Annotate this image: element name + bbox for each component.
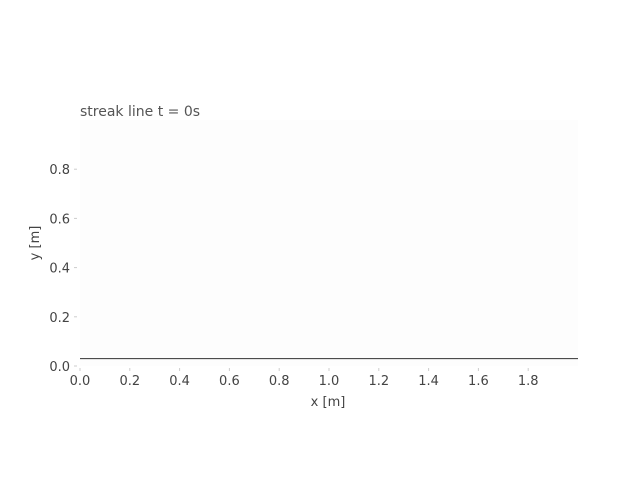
x-tick-label: 1.4 — [418, 374, 439, 389]
plot-area — [80, 120, 578, 366]
x-tick-label: 1.2 — [368, 374, 389, 389]
x-tick-label: 0.8 — [269, 374, 290, 389]
x-tick-label: 1.8 — [518, 374, 539, 389]
x-tick-label: 0.2 — [119, 374, 140, 389]
chart-title: streak line t = 0s — [80, 104, 200, 120]
y-tick-label: 0.2 — [49, 311, 70, 326]
y-tick-label: 0.8 — [49, 163, 70, 178]
x-tick-label: 0.4 — [169, 374, 190, 389]
x-axis-ticks: 0.0 0.2 0.4 0.6 0.8 1.0 1.2 1.4 1.6 1.8 — [70, 368, 539, 389]
x-tick-label: 1.6 — [468, 374, 489, 389]
x-tick-label: 0.0 — [70, 374, 91, 389]
y-tick-label: 0.6 — [49, 212, 70, 227]
x-tick-label: 1.0 — [319, 374, 340, 389]
y-axis-label: y [m] — [28, 226, 43, 261]
y-tick-label: 0.0 — [49, 360, 70, 375]
x-axis-label: x [m] — [311, 395, 346, 410]
y-axis-ticks: 0.0 0.2 0.4 0.6 0.8 — [49, 163, 77, 375]
x-tick-label: 0.6 — [219, 374, 240, 389]
y-tick-label: 0.4 — [49, 262, 70, 277]
